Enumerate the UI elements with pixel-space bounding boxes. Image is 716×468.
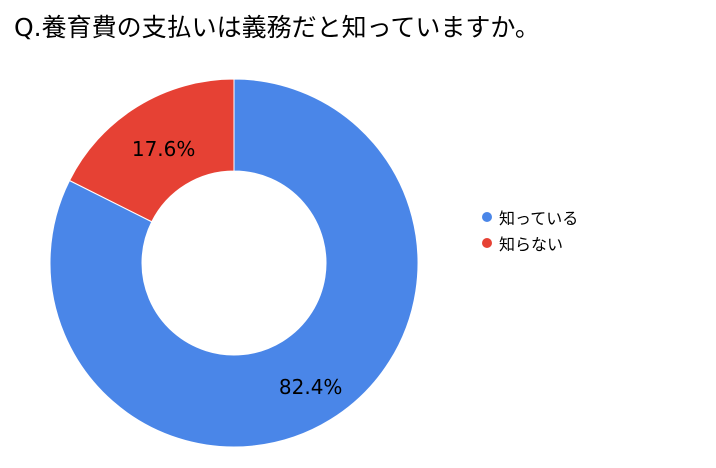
slice-value-label: 17.6%: [132, 137, 196, 161]
legend-marker-icon: [482, 212, 492, 222]
chart-legend: 知っている 知らない: [482, 204, 578, 256]
donut-slice-0[interactable]: [49, 78, 419, 448]
slice-value-label: 82.4%: [279, 375, 343, 399]
legend-marker-icon: [482, 238, 492, 248]
donut-slices: [49, 78, 419, 448]
chart-title: Q.養育費の支払いは義務だと知っていますか。: [14, 13, 540, 42]
donut-slice-1[interactable]: [68, 78, 235, 223]
legend-label: 知らない: [499, 235, 564, 254]
legend-item-known[interactable]: 知っている: [482, 204, 578, 230]
legend-label: 知っている: [499, 209, 579, 228]
donut-slice-labels: 82.4% 17.6%: [132, 137, 343, 399]
legend-item-unknown[interactable]: 知らない: [482, 230, 578, 256]
